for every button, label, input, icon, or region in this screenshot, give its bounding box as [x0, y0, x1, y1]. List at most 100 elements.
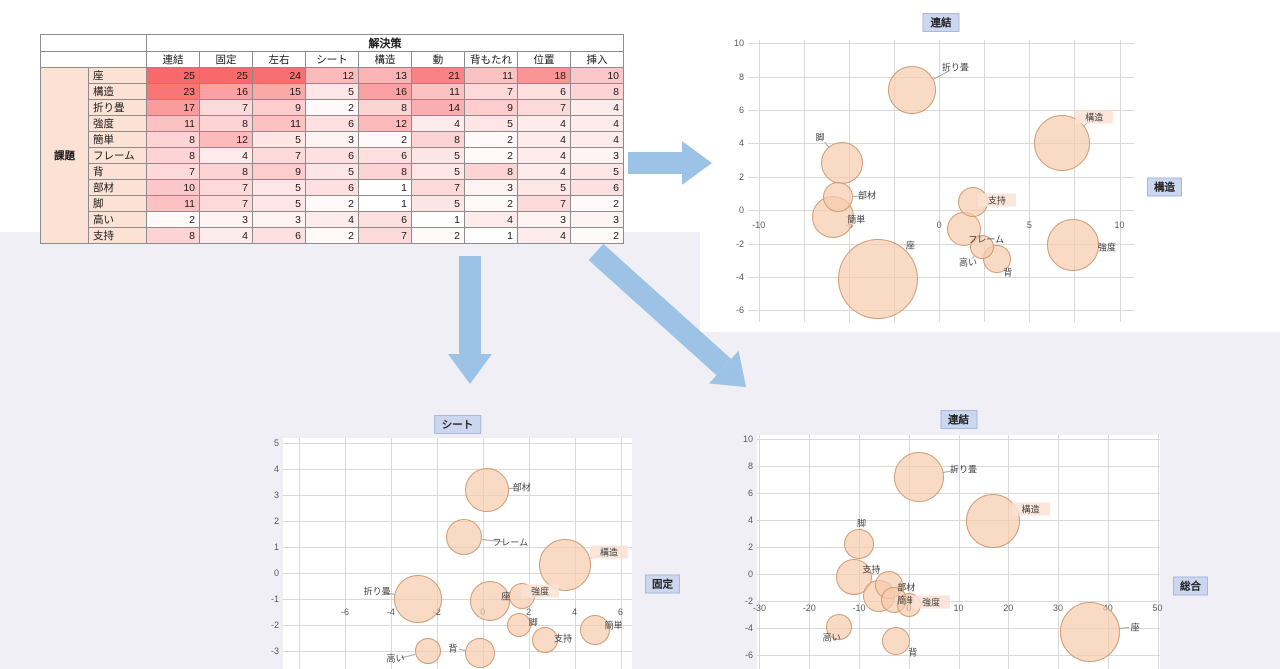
flow-arrow-down [448, 256, 492, 384]
bubble-label: 高い [822, 632, 841, 643]
bubble-label: 支持 [554, 633, 573, 644]
bubble-折り畳 [893, 451, 944, 502]
y-tick-label: 4 [747, 514, 753, 525]
bubble-label: 部材 [897, 582, 916, 593]
matrix-cell: 8 [411, 131, 465, 148]
bubble-label: 折り畳 [949, 464, 977, 475]
gridline [757, 439, 1160, 441]
y-tick-label: -2 [744, 595, 753, 606]
gridline [748, 43, 1134, 45]
matrix-cell: 8 [464, 163, 518, 180]
bubble-label: 折り畳 [941, 62, 969, 73]
matrix-cell: 5 [464, 115, 518, 132]
gridline [283, 624, 632, 626]
matrix-cell: 8 [146, 147, 200, 164]
bubble-chart-seat-kotei: シート 固定 -6-4-20246543210-1-2-3-4-5部材フレーム構… [271, 415, 680, 669]
matrix-cell: 5 [305, 163, 359, 180]
column-header: 構造 [358, 51, 412, 68]
chart-side-axis-badge: 総合 [1173, 576, 1208, 596]
bubble-強度 [1046, 219, 1099, 272]
gridline [894, 40, 896, 322]
matrix-cell: 7 [146, 163, 200, 180]
gridline [1157, 435, 1159, 669]
row-label: 簡単 [88, 131, 147, 148]
matrix-cell: 5 [411, 195, 465, 212]
table-blank-cell [40, 51, 147, 68]
gridline [748, 143, 1134, 145]
bubble-chart-renketsu-kozo: 連結 構造 -10-505101086420-2-4-6折り畳構造脚部材簡単支持… [734, 13, 1182, 322]
gridline [908, 435, 910, 669]
gridline [757, 627, 1160, 629]
matrix-cell: 9 [252, 99, 306, 116]
row-label: 座 [88, 67, 147, 84]
column-header: 連結 [146, 51, 200, 68]
x-tick-label: 50 [1152, 602, 1163, 613]
y-tick-label: 2 [273, 515, 279, 526]
matrix-cell: 8 [358, 163, 412, 180]
column-header: 固定 [199, 51, 253, 68]
matrix-cell: 6 [358, 147, 412, 164]
x-tick-label: 10 [953, 602, 964, 613]
matrix-cell: 3 [464, 179, 518, 196]
bubble-フレーム [446, 518, 483, 555]
arrow-body [628, 152, 682, 174]
row-label: 支持 [88, 227, 147, 244]
bubble-label: 背 [1003, 267, 1013, 278]
matrix-cell: 4 [199, 147, 253, 164]
plot-area: -30-20-10010203040501086420-2-4-6折り畳構造脚支… [743, 434, 1163, 669]
matrix-cell: 3 [199, 211, 253, 228]
gridline [283, 495, 632, 497]
gridline [1074, 40, 1076, 322]
matrix-cell: 21 [411, 67, 465, 84]
chart-title-badge: 連結 [922, 13, 960, 32]
gridline [958, 435, 960, 669]
bubble-label: 高い [386, 653, 405, 664]
plot-area: -10-505101086420-2-4-6折り畳構造脚部材簡単支持フレーム強度… [734, 38, 1134, 322]
matrix-cell: 10 [146, 179, 200, 196]
x-tick-label: -4 [386, 607, 395, 618]
bubble-折り畳 [888, 66, 937, 115]
bubble-label: 強度 [912, 595, 951, 609]
matrix-cell: 5 [570, 163, 624, 180]
bubble-label: 座 [501, 591, 511, 602]
y-tick-label: 0 [738, 205, 744, 216]
matrix-cell: 3 [570, 147, 624, 164]
gridline [748, 76, 1134, 78]
matrix-cell: 7 [517, 99, 571, 116]
matrix-cell: 2 [146, 211, 200, 228]
matrix-cell: 5 [305, 83, 359, 100]
gridline [757, 654, 1160, 656]
matrix-cell: 11 [252, 115, 306, 132]
y-tick-label: 2 [738, 171, 744, 182]
bubble-支持 [836, 558, 873, 595]
bubble-label: 折り畳 [363, 586, 391, 597]
gridline [748, 210, 1134, 212]
row-group-label: 課題 [40, 67, 89, 244]
bubble-簡単 [580, 614, 611, 645]
arrow-body [459, 256, 481, 354]
matrix-cell: 5 [411, 147, 465, 164]
matrix-cell: 7 [517, 195, 571, 212]
x-tick-label: 5 [1026, 219, 1032, 230]
column-header: シート [305, 51, 359, 68]
matrix-cell: 4 [464, 211, 518, 228]
bubble-label: 支持 [862, 564, 881, 575]
y-tick-label: 4 [738, 138, 744, 149]
evaluation-matrix-table: 解決策 連結 固定 左右 シート 構造動背もたれ 位置 挿入 課題座 25 25 24 12 13 21 11… [40, 34, 624, 244]
x-tick-label: 10 [1114, 219, 1125, 230]
matrix-cell: 3 [517, 211, 571, 228]
bubble-label: 支持 [977, 193, 1016, 207]
gridline [482, 438, 484, 669]
matrix-cell: 1 [358, 179, 412, 196]
gridline [436, 438, 438, 669]
matrix-cell: 5 [517, 179, 571, 196]
matrix-cell: 15 [252, 83, 306, 100]
matrix-cell: 17 [146, 99, 200, 116]
gridline [757, 600, 1160, 602]
matrix-cell: 5 [411, 163, 465, 180]
gridline [809, 435, 811, 669]
matrix-cell: 11 [146, 195, 200, 212]
bubble-label: 背 [448, 643, 458, 654]
bubble-label: フレーム [492, 537, 529, 548]
gridline [757, 466, 1160, 468]
